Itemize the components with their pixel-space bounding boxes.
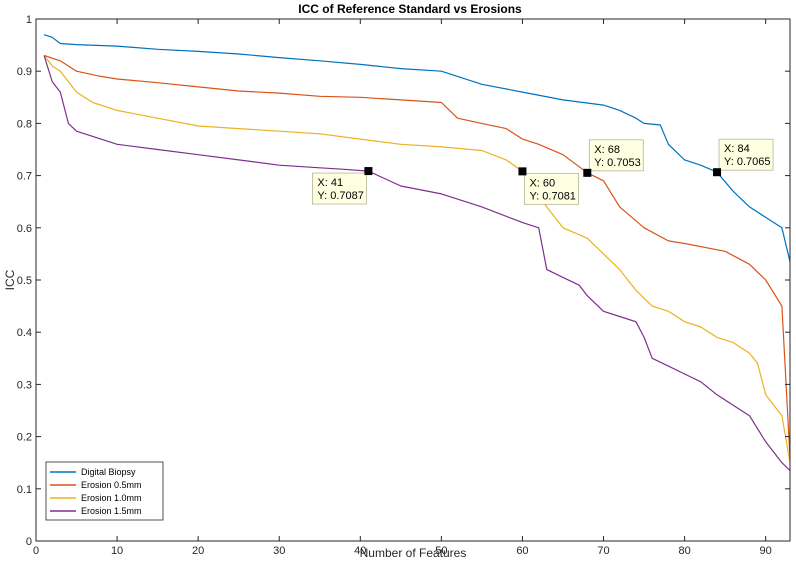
- x-tick-label: 80: [678, 545, 690, 557]
- datatip-box: [588, 139, 644, 172]
- legend-label: Erosion 1.0mm: [81, 493, 142, 503]
- datatip-y-label: Y: 0.7053: [594, 157, 641, 169]
- datatip-marker[interactable]: [713, 168, 722, 177]
- x-axis-label: Number of Features: [360, 546, 467, 560]
- datatip-y-label: Y: 0.7065: [724, 156, 771, 168]
- x-tick-label: 70: [597, 545, 609, 557]
- y-tick-label: 0.3: [17, 379, 32, 391]
- legend: Digital Biopsy Erosion 0.5mm Erosion 1.0mm…: [45, 461, 164, 521]
- datatip-box: [312, 172, 367, 205]
- datatip-box: [718, 138, 774, 171]
- datatip[interactable]: X: 60Y: 0.7081: [518, 167, 579, 205]
- y-tick-label: 1: [26, 14, 32, 26]
- y-tick-label: 0.9: [17, 66, 32, 78]
- datatip-x-label: X: 60: [529, 177, 555, 189]
- legend-label: Erosion 0.5mm: [81, 480, 142, 490]
- series-line-erosion-0-5mm: [43, 54, 791, 458]
- series-line-erosion-1-5mm: [43, 55, 791, 471]
- y-tick-label: 0.6: [17, 223, 32, 235]
- plot-area: [36, 19, 790, 541]
- y-tick-label: 0.8: [17, 118, 32, 130]
- x-tick-label: 0: [33, 545, 39, 557]
- x-tick-label: 60: [516, 545, 528, 557]
- y-axis-label: ICC: [3, 269, 17, 290]
- axes-box: [35, 18, 791, 542]
- datatip-x-label: X: 68: [594, 144, 620, 156]
- datatip-y-label: Y: 0.7081: [529, 190, 576, 202]
- y-tick-label: 0: [26, 536, 32, 548]
- datatip-y-label: Y: 0.7087: [317, 190, 364, 202]
- ticks-layer: 0 10 20 30 40 50 60 70 80 90 0 0.1 0.2 0.3 0.4 0.5 0.6 0.…: [17, 14, 790, 557]
- datatip-box: [524, 172, 579, 205]
- chart-title: ICC of Reference Standard vs Erosions: [298, 2, 522, 16]
- x-tick-label: 90: [760, 545, 772, 557]
- legend-label: Erosion 1.5mm: [81, 506, 142, 516]
- x-tick-label: 10: [111, 545, 123, 557]
- legend-label: Digital Biopsy: [81, 467, 136, 477]
- datatip[interactable]: X: 68Y: 0.7053: [583, 139, 644, 177]
- x-tick-label: 20: [192, 545, 204, 557]
- datatip[interactable]: X: 84Y: 0.7065: [713, 138, 774, 177]
- datatip-x-label: X: 41: [317, 177, 343, 189]
- datatip-marker[interactable]: [364, 167, 373, 176]
- datatip[interactable]: X: 41Y: 0.7087: [312, 167, 373, 205]
- datatip-marker[interactable]: [518, 167, 527, 176]
- y-tick-label: 0.1: [17, 484, 32, 496]
- x-tick-label: 50: [435, 545, 447, 557]
- datatip-marker[interactable]: [583, 168, 592, 177]
- x-tick-label: 30: [273, 545, 285, 557]
- y-tick-label: 0.4: [17, 327, 32, 339]
- x-tick-label: 40: [354, 545, 366, 557]
- y-tick-label: 0.2: [17, 432, 32, 444]
- y-tick-label: 0.5: [17, 275, 32, 287]
- y-tick-label: 0.7: [17, 171, 32, 183]
- datatip-x-label: X: 84: [724, 143, 750, 155]
